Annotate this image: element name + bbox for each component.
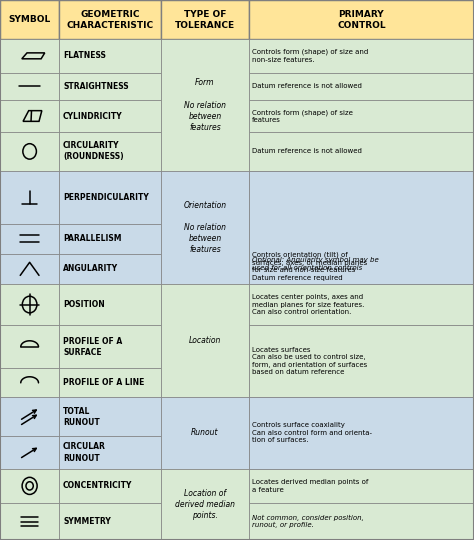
Bar (0, 503, 59, 540)
Bar (0, 72, 59, 100)
Text: CONCENTRICITY: CONCENTRICITY (63, 481, 132, 490)
Bar (0, 254, 59, 284)
Bar (161, 39, 249, 171)
Text: Location of
derived median
points.: Location of derived median points. (175, 489, 235, 520)
Bar (0, 397, 59, 436)
Bar (249, 503, 474, 540)
Bar (0, 100, 59, 132)
Text: Controls orientation (tilt) of
surfaces, axes, or median planes
for size and non: Controls orientation (tilt) of surfaces,… (252, 252, 367, 288)
Text: Controls surface coaxiality
Can also control form and orienta-
tion of surfaces.: Controls surface coaxiality Can also con… (252, 422, 372, 443)
Bar (59, 72, 161, 100)
Bar (161, 469, 249, 540)
Bar (249, 284, 474, 325)
Text: Controls form (shape) of size and
non-size features.: Controls form (shape) of size and non-si… (252, 49, 368, 63)
Bar (249, 325, 474, 397)
Text: PERPENDICULARITY: PERPENDICULARITY (63, 193, 149, 202)
Text: CIRCULARITY
(ROUNDNESS): CIRCULARITY (ROUNDNESS) (63, 141, 124, 161)
Text: FLATNESS: FLATNESS (63, 51, 106, 60)
Bar (59, 0, 161, 39)
Text: PARALLELISM: PARALLELISM (63, 234, 121, 244)
Bar (249, 224, 474, 254)
Bar (59, 100, 161, 132)
Text: GEOMETRIC
CHARACTERISTIC: GEOMETRIC CHARACTERISTIC (67, 10, 154, 30)
Bar (59, 325, 161, 368)
Bar (59, 224, 161, 254)
Bar (59, 132, 161, 171)
Bar (161, 397, 249, 469)
Bar (59, 368, 161, 397)
Bar (249, 72, 474, 100)
Text: Runout: Runout (191, 428, 219, 437)
Text: TYPE OF
TOLERANCE: TYPE OF TOLERANCE (175, 10, 235, 30)
Bar (59, 39, 161, 72)
Text: Locates derived median points of
a feature: Locates derived median points of a featu… (252, 479, 368, 492)
Text: Datum reference is not allowed: Datum reference is not allowed (252, 148, 362, 154)
Bar (59, 469, 161, 503)
Bar (59, 171, 161, 224)
Bar (161, 0, 249, 39)
Bar (249, 39, 474, 72)
Bar (161, 284, 249, 397)
Text: Location: Location (189, 336, 221, 345)
Bar (59, 397, 161, 436)
Bar (0, 284, 59, 325)
Bar (249, 368, 474, 397)
Text: CYLINDRICITY: CYLINDRICITY (63, 111, 123, 120)
Bar (0, 0, 59, 39)
Text: POSITION: POSITION (63, 300, 105, 309)
Text: Locates surfaces
Can also be used to control size,
form, and orientation of surf: Locates surfaces Can also be used to con… (252, 347, 367, 375)
Text: Form

No relation
between
features: Form No relation between features (184, 78, 226, 132)
Bar (59, 284, 161, 325)
Bar (249, 171, 474, 224)
Text: TOTAL
RUNOUT: TOTAL RUNOUT (63, 407, 100, 427)
Text: STRAIGHTNESS: STRAIGHTNESS (63, 82, 128, 91)
Bar (0, 325, 59, 368)
Text: Locates center points, axes and
median planes for size features.
Can also contro: Locates center points, axes and median p… (252, 294, 364, 315)
Bar (0, 224, 59, 254)
Bar (249, 0, 474, 39)
Text: Controls form (shape) of size
features: Controls form (shape) of size features (252, 109, 353, 123)
Bar (59, 503, 161, 540)
Bar (0, 469, 59, 503)
Bar (0, 436, 59, 469)
Bar (249, 254, 474, 284)
Text: ANGULARITY: ANGULARITY (63, 265, 118, 273)
Bar (0, 171, 59, 224)
Text: SYMMETRY: SYMMETRY (63, 517, 111, 526)
Bar (249, 469, 474, 503)
Text: SYMBOL: SYMBOL (9, 15, 51, 24)
Bar (249, 100, 474, 132)
Bar (249, 132, 474, 171)
Text: Not common, consider position,
runout, or profile.: Not common, consider position, runout, o… (252, 515, 364, 529)
Bar (0, 368, 59, 397)
Bar (249, 397, 474, 436)
Bar (59, 254, 161, 284)
Bar (0, 39, 59, 72)
Text: PRIMARY
CONTROL: PRIMARY CONTROL (337, 10, 386, 30)
Text: Datum reference is not allowed: Datum reference is not allowed (252, 83, 362, 89)
Text: PROFILE OF A LINE: PROFILE OF A LINE (63, 379, 145, 387)
Bar (249, 171, 474, 284)
Bar (249, 325, 474, 368)
Bar (59, 436, 161, 469)
Bar (249, 397, 474, 469)
Text: CIRCULAR
RUNOUT: CIRCULAR RUNOUT (63, 442, 106, 463)
Text: Optional: Angularity symbol may be
used for all orientation controls: Optional: Angularity symbol may be used … (252, 257, 378, 271)
Bar (0, 132, 59, 171)
Bar (161, 171, 249, 284)
Bar (249, 436, 474, 469)
Text: Orientation

No relation
between
features: Orientation No relation between features (183, 201, 227, 254)
Text: PROFILE OF A
SURFACE: PROFILE OF A SURFACE (63, 337, 122, 357)
